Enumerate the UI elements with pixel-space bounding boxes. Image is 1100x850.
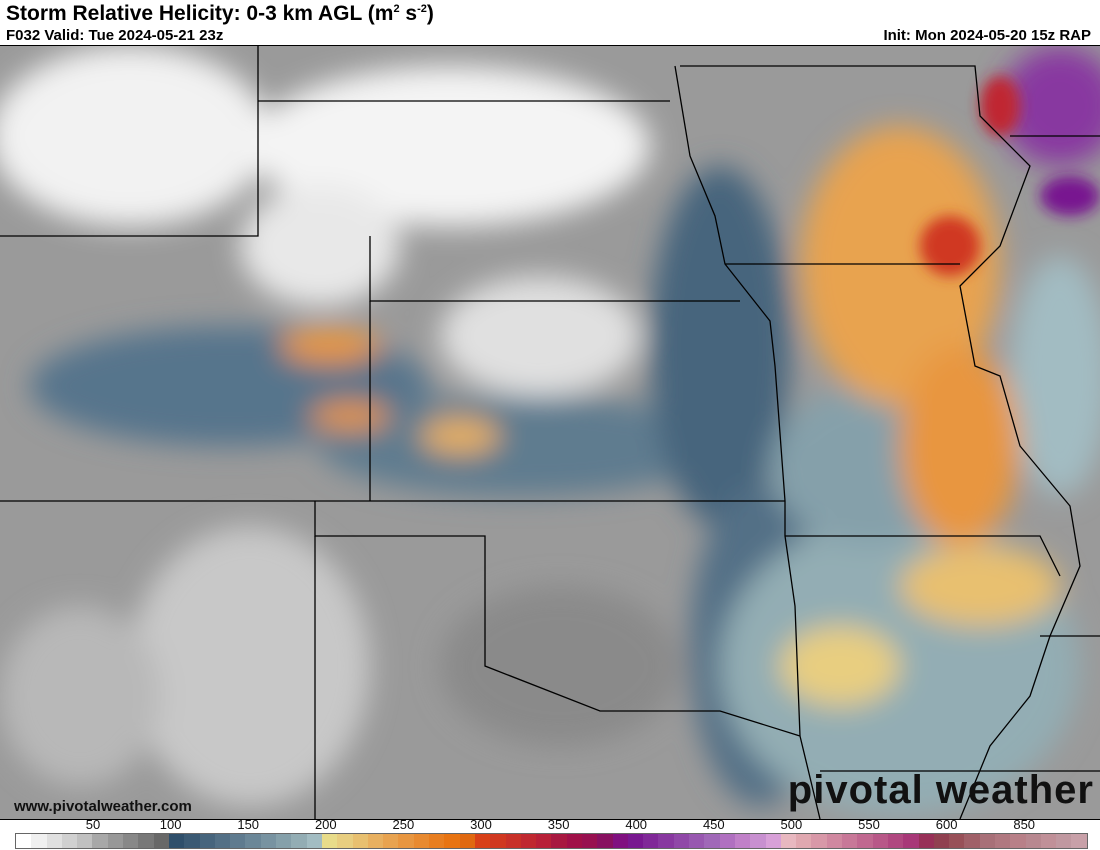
helicity-map[interactable] [0, 45, 1100, 820]
title-unit: s [399, 2, 418, 25]
colorbar-swatch [31, 834, 47, 848]
colorbar-swatch [337, 834, 353, 848]
colorbar-swatch [581, 834, 598, 848]
colorbar-swatch [245, 834, 261, 848]
colorbar-swatch [995, 834, 1011, 848]
colorbar-swatch [796, 834, 812, 848]
colorbar-swatch [750, 834, 766, 848]
colorbar-swatch [872, 834, 888, 848]
colorbar-swatch [367, 834, 384, 848]
colorbar-swatch [903, 834, 919, 848]
colorbar-swatch [765, 834, 781, 848]
website-url: www.pivotalweather.com [14, 798, 192, 815]
colorbar-swatch [444, 834, 460, 848]
colorbar-swatch [276, 834, 292, 848]
colorbar-swatch [857, 834, 873, 848]
colorbar-swatch [184, 834, 200, 848]
colorbar-swatch [107, 834, 124, 848]
colorbar-swatch [490, 834, 506, 848]
colorbar-label: 450 [702, 817, 725, 832]
colorbar-swatch [123, 834, 139, 848]
colorbar-swatch [566, 834, 582, 848]
colorbar-swatch [536, 834, 552, 848]
colorbar-swatch [689, 834, 705, 848]
colorbar-swatch [352, 834, 368, 848]
colorbar-swatch [780, 834, 797, 848]
colorbar-swatch [1071, 834, 1087, 848]
colorbar-swatch [719, 834, 735, 848]
colorbar-swatch [260, 834, 277, 848]
colorbar-label: 850 [1013, 817, 1036, 832]
pivotal-weather-logo: pivotal weather [787, 768, 1094, 812]
colorbar-label: 600 [935, 817, 958, 832]
colorbar-swatch [77, 834, 93, 848]
colorbar-swatch [1056, 834, 1072, 848]
colorbar-swatch [383, 834, 399, 848]
colorbar-label: 550 [858, 817, 880, 832]
colorbar-swatch [153, 834, 169, 848]
colorbar-swatch [199, 834, 215, 848]
colorbar-label: 100 [159, 817, 182, 832]
colorbar-swatch [321, 834, 338, 848]
colorbar-swatch [398, 834, 414, 848]
colorbar-swatch [61, 834, 78, 848]
colorbar-label: 400 [625, 817, 648, 832]
colorbar-swatch [520, 834, 537, 848]
colorbar-swatch [979, 834, 995, 848]
map-title: Storm Relative Helicity: 0-3 km AGL (m2 … [6, 2, 434, 26]
colorbar-swatch [291, 834, 307, 848]
colorbar-label: 200 [314, 817, 337, 832]
colorbar-swatch [1025, 834, 1041, 848]
colorbar-swatch [92, 834, 108, 848]
colorbar [15, 833, 1088, 849]
init-time: Init: Mon 2024-05-20 15z RAP [883, 27, 1091, 44]
colorbar-swatch [138, 834, 154, 848]
colorbar-swatch [505, 834, 521, 848]
title-text: Storm Relative Helicity: 0-3 km AGL (m [6, 2, 394, 25]
colorbar-swatch [306, 834, 322, 848]
title-close: ) [426, 2, 434, 25]
colorbar-swatch [551, 834, 567, 848]
colorbar-swatch [826, 834, 843, 848]
colorbar-swatch [734, 834, 751, 848]
valid-time: F032 Valid: Tue 2024-05-21 23z [6, 27, 224, 44]
colorbar-swatch [964, 834, 980, 848]
colorbar-swatch [16, 834, 32, 848]
state-borders [0, 46, 1100, 819]
colorbar-swatch [627, 834, 644, 848]
colorbar-label: 350 [547, 817, 570, 832]
colorbar-swatch [612, 834, 628, 848]
colorbar-swatch [918, 834, 934, 848]
colorbar-swatch [474, 834, 491, 848]
colorbar-swatch [46, 834, 62, 848]
colorbar-swatch [230, 834, 246, 848]
colorbar-swatch [168, 834, 185, 848]
colorbar-swatch [658, 834, 674, 848]
colorbar-swatch [1040, 834, 1057, 848]
colorbar-swatch [429, 834, 445, 848]
colorbar-swatch [933, 834, 950, 848]
colorbar-swatch [459, 834, 475, 848]
colorbar-swatch [643, 834, 659, 848]
colorbar-swatch [597, 834, 613, 848]
colorbar-swatch [811, 834, 827, 848]
title-sup: -2 [417, 3, 427, 15]
colorbar-swatch [1010, 834, 1026, 848]
colorbar-swatch [214, 834, 231, 848]
colorbar-swatch [673, 834, 690, 848]
colorbar-label: 50 [85, 817, 101, 832]
colorbar-swatch [704, 834, 720, 848]
colorbar-swatch [949, 834, 965, 848]
title-sup: 2 [393, 3, 400, 15]
colorbar-label: 300 [470, 817, 492, 832]
colorbar-swatch [413, 834, 430, 848]
colorbar-swatch [842, 834, 858, 848]
helicity-field [0, 46, 1100, 816]
colorbar-swatch [887, 834, 904, 848]
helicity-maxima [920, 76, 1100, 276]
colorbar-label: 500 [780, 817, 803, 832]
colorbar-label: 250 [392, 817, 415, 832]
colorbar-label: 150 [237, 817, 260, 832]
